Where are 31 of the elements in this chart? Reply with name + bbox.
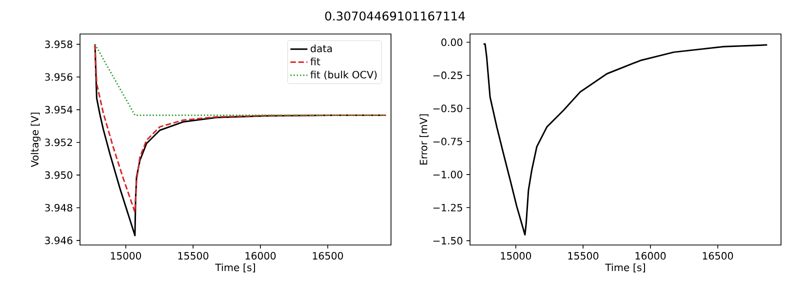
x-tick-label: 15000	[110, 252, 142, 260]
legend-label: fit	[310, 58, 320, 66]
y-tick-label: 3.958	[45, 40, 72, 48]
x-tick-label: 16000	[246, 252, 276, 260]
x-tick-label: 15000	[500, 252, 532, 260]
legend-label: fit (bulk OCV)	[310, 70, 377, 80]
y-tick-label: 3.956	[45, 73, 72, 81]
legend-label: data	[310, 44, 332, 52]
y-tick-label: 3.948	[45, 204, 72, 212]
x-tick-label: 16500	[702, 252, 733, 260]
y-tick-label: −1.25	[433, 204, 462, 212]
x-axis-title: Time [s]	[605, 263, 645, 272]
y-tick-label: −1.00	[433, 170, 462, 178]
x-axis-title: Time [s]	[215, 263, 255, 272]
y-tick-label: 3.954	[45, 106, 72, 114]
y-tick-label: −0.75	[433, 138, 462, 146]
chart-title: 0.30704469101167114	[325, 11, 465, 21]
x-tick-label: 16500	[312, 252, 343, 260]
x-tick-label: 15500	[178, 252, 208, 260]
y-tick-label: 0.00	[441, 38, 462, 46]
line-series	[482, 43, 768, 236]
y-axis-title: Voltage [V]	[30, 112, 40, 168]
y-tick-label: 3.950	[45, 171, 72, 179]
x-tick-label: 15500	[568, 252, 598, 260]
y-tick-label: 3.946	[45, 236, 72, 244]
y-tick-label: −0.50	[433, 104, 462, 112]
y-tick-label: −0.25	[433, 72, 462, 80]
y-axis-title: Error [mV]	[420, 114, 428, 164]
y-tick-label: 3.952	[45, 138, 72, 146]
x-tick-label: 16000	[636, 252, 666, 260]
y-tick-label: −1.50	[433, 236, 462, 244]
